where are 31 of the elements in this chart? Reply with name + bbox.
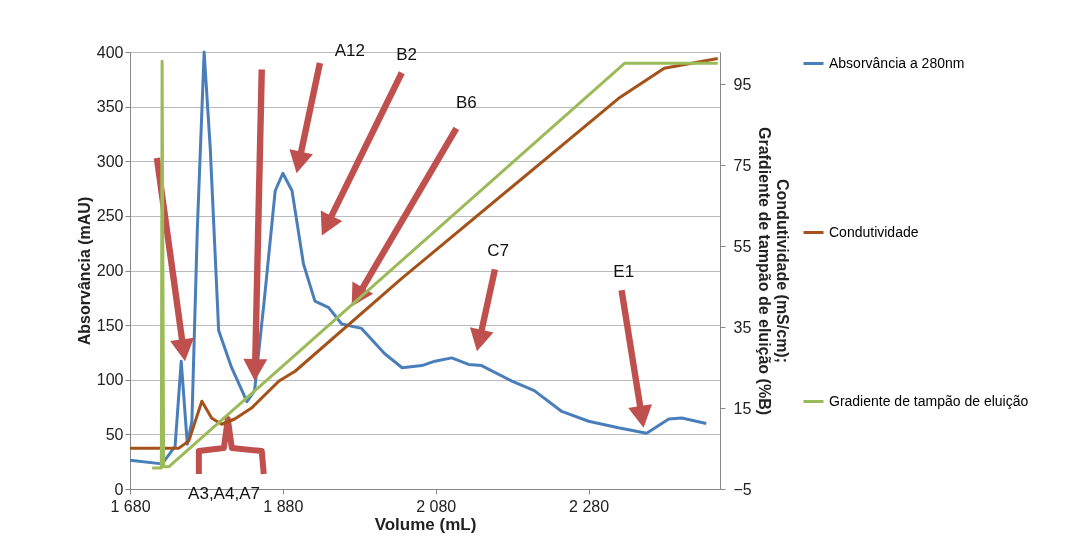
y-tick-label: 250: [96, 207, 124, 225]
y2-tick-label: 55: [733, 237, 752, 255]
annotation: A3,A4,A7: [188, 484, 260, 504]
y-tick-label: 0: [114, 480, 124, 498]
y2-tick-label: 95: [733, 75, 752, 93]
y-tick-label: 150: [96, 316, 124, 334]
y2-tick-label: −5: [733, 480, 752, 498]
legend-label: Absorvância a 280nm: [829, 54, 965, 71]
y2-tick-label: 75: [733, 156, 752, 174]
annotation: C7: [487, 241, 509, 261]
y2-tick-label: 35: [733, 318, 752, 336]
legend-label: Condutividade: [829, 223, 919, 240]
y2-axis-title: Condutividade (mS/cm); Grafdiente de tampão de eluição (%B): [755, 126, 791, 416]
y-tick-label: 400: [96, 43, 124, 61]
annotation: B6: [455, 93, 477, 113]
annotation: E1: [613, 261, 635, 281]
y-tick-label: 50: [105, 425, 124, 443]
y-tick-label: 100: [96, 371, 124, 389]
x-tick-label: 2 080: [416, 497, 457, 515]
legend-label: Gradiente de tampão de eluição: [829, 392, 1029, 409]
y-axis-title: Absorvância (mAU): [75, 196, 93, 346]
y-tick-label: 300: [96, 152, 124, 170]
annotation: B2: [396, 45, 418, 65]
x-tick-label: 2 280: [569, 497, 610, 515]
y-tick-label: 200: [96, 262, 124, 279]
x-tick-label: 1 880: [263, 497, 304, 515]
y-tick-label: 350: [96, 98, 124, 116]
x-tick-label: 1 680: [110, 497, 151, 515]
annotation: A12: [334, 40, 365, 60]
x-axis-title: Volume (mL): [374, 514, 477, 534]
y2-tick-label: 15: [733, 399, 752, 417]
